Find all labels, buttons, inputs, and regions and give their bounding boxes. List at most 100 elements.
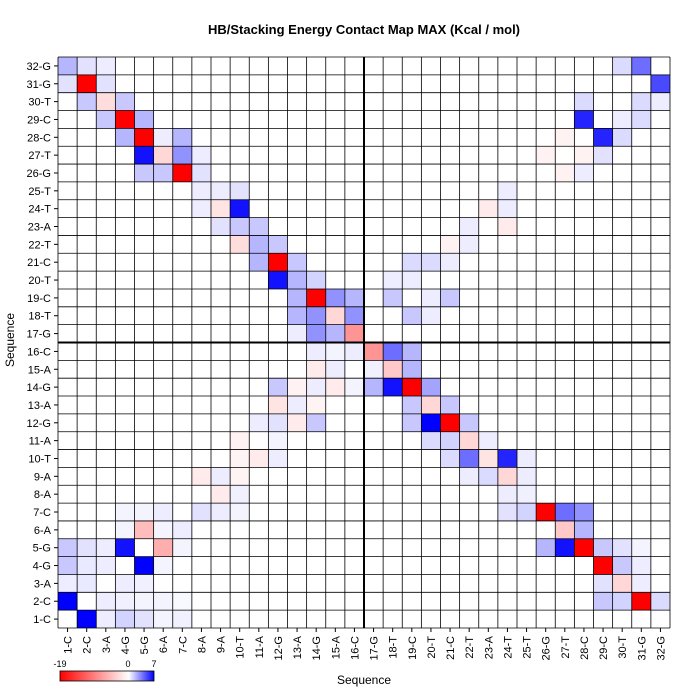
heatmap-cell: [191, 146, 211, 165]
y-tick-label: 22-T: [28, 239, 51, 251]
heatmap-cell: [574, 520, 594, 539]
heatmap-cell: [191, 467, 211, 486]
heatmap-cell: [593, 592, 613, 611]
heatmap-cell: [364, 378, 384, 397]
heatmap-cell: [230, 199, 250, 218]
heatmap-cell: [191, 181, 211, 200]
heatmap-cell: [230, 217, 250, 236]
heatmap-cell: [517, 503, 537, 521]
heatmap-cell: [96, 538, 116, 557]
heatmap-cell: [153, 520, 173, 539]
heatmap-cell: [574, 164, 594, 182]
heatmap-cell: [344, 378, 364, 397]
heatmap-cell: [402, 306, 422, 325]
y-tick-label: 6-A: [34, 525, 52, 537]
y-tick-label: 18-T: [28, 311, 51, 323]
heatmap-cell: [593, 556, 613, 575]
y-tick-label: 27-T: [28, 150, 51, 162]
heatmap-cell: [134, 556, 154, 575]
heatmap-cell: [77, 556, 97, 575]
heatmap-cell: [134, 592, 154, 611]
heatmap-cell: [115, 592, 135, 611]
heatmap-cell: [172, 610, 192, 628]
heatmap-cell: [287, 396, 307, 414]
heatmap-cell: [325, 378, 345, 397]
heatmap-cell: [306, 324, 326, 343]
y-tick-label: 13-A: [28, 400, 52, 412]
heatmap-cell: [440, 235, 460, 254]
heatmap-cell: [115, 610, 135, 628]
heatmap-cell: [230, 449, 250, 468]
heatmap-cell: [172, 538, 192, 557]
heatmap-cell: [134, 610, 154, 628]
x-tick-label: 11-A: [254, 635, 266, 658]
heatmap-cell: [96, 610, 116, 628]
heatmap-cell: [402, 413, 422, 432]
x-tick-label: 10-T: [235, 636, 247, 659]
heatmap-cell: [497, 181, 517, 200]
x-tick-label: 5-G: [139, 636, 151, 654]
legend-zero-label: 0: [125, 659, 130, 669]
heatmap-cell: [650, 74, 670, 93]
heatmap-cell: [249, 253, 269, 272]
x-tick-label: 2-C: [82, 636, 94, 654]
heatmap-cell: [96, 592, 116, 611]
x-tick-label: 26-G: [541, 636, 553, 660]
heatmap-cell: [77, 538, 97, 557]
heatmap-cell: [134, 574, 154, 593]
y-tick-label: 4-G: [33, 561, 51, 573]
heatmap-cell: [650, 592, 670, 611]
x-tick-label: 3-A: [101, 635, 113, 653]
heatmap-cell: [383, 271, 403, 289]
heatmap-cell: [536, 503, 556, 521]
heatmap-cell: [306, 271, 326, 289]
heatmap-cell: [383, 360, 403, 379]
y-tick-label: 21-C: [27, 257, 51, 269]
heatmap-cell: [421, 413, 441, 432]
y-tick-label: 29-C: [27, 114, 51, 126]
y-tick-label: 28-C: [27, 132, 51, 144]
heatmap-cell: [325, 360, 345, 379]
x-tick-label: 8-A: [196, 635, 208, 653]
heatmap-cell: [211, 503, 231, 521]
heatmap-cell: [287, 378, 307, 397]
heatmap-cell: [402, 360, 422, 379]
legend-max-label: 7: [151, 659, 156, 669]
heatmap-cell: [306, 342, 326, 361]
heatmap-cell: [478, 431, 498, 450]
heatmap-cell: [268, 235, 288, 254]
y-tick-label: 30-T: [28, 97, 51, 109]
heatmap-cell: [478, 199, 498, 218]
heatmap-cell: [593, 128, 613, 147]
x-tick-label: 20-T: [426, 636, 438, 659]
x-tick-label: 19-C: [407, 636, 419, 660]
y-tick-label: 23-A: [28, 222, 52, 234]
heatmap-cell: [593, 574, 613, 593]
heatmap-cell: [230, 235, 250, 254]
x-tick-label: 4-G: [120, 636, 132, 654]
heatmap-cell: [306, 413, 326, 432]
heatmap-cell: [612, 556, 632, 575]
heatmap-cell: [612, 574, 632, 593]
heatmap-cell: [306, 378, 326, 397]
heatmap-cell: [77, 57, 97, 75]
heatmap-cell: [325, 324, 345, 343]
heatmap-cell: [268, 449, 288, 468]
x-tick-label: 6-A: [158, 635, 170, 653]
heatmap-cell: [230, 431, 250, 450]
y-tick-label: 20-T: [28, 275, 51, 287]
heatmap-cell: [153, 164, 173, 182]
heatmap-cell: [211, 181, 231, 200]
heatmap-cell: [268, 396, 288, 414]
heatmap-cell: [249, 449, 269, 468]
heatmap-cell: [497, 217, 517, 236]
heatmap-cell: [612, 538, 632, 557]
y-tick-label: 16-C: [27, 346, 51, 358]
heatmap-cell: [612, 57, 632, 75]
heatmap-cell: [555, 164, 575, 182]
legend-min-label: -19: [53, 659, 66, 669]
heatmap-cell: [172, 164, 192, 182]
x-tick-label: 17-G: [369, 636, 381, 660]
heatmap-cell: [211, 217, 231, 236]
